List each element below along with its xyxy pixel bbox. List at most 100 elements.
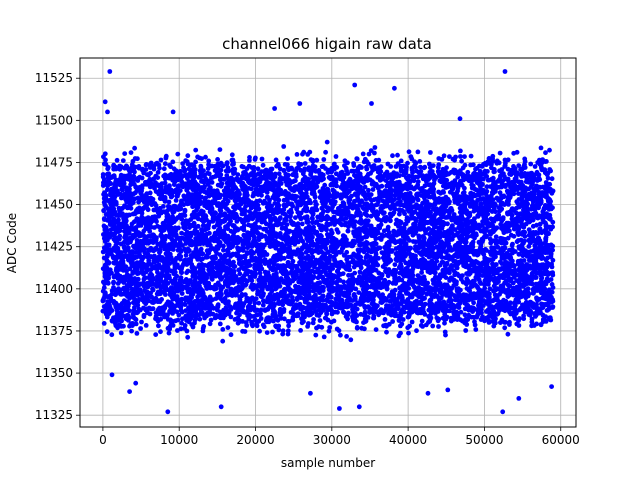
data-point [240,219,245,225]
data-point [241,225,246,231]
data-point [188,253,194,258]
data-point [289,201,295,207]
data-point [234,219,240,224]
data-point [253,296,259,302]
data-point [264,252,270,257]
data-point [542,228,547,234]
scatter-points [100,69,556,415]
data-point [184,262,190,267]
data-point [260,302,266,308]
data-point [281,197,287,203]
data-point [345,228,351,234]
data-point [504,265,509,271]
data-point [145,195,151,201]
data-point [386,279,392,285]
data-point [306,238,312,244]
data-point [393,281,399,286]
data-point [446,241,451,247]
data-point [402,211,407,217]
data-point [386,249,391,255]
data-point [447,289,453,294]
data-point [352,294,358,300]
data-point [173,198,179,203]
data-point [100,298,106,304]
data-point [442,204,448,210]
data-point [451,258,456,264]
data-point [354,277,360,283]
data-point [545,255,550,261]
data-point [450,226,456,231]
data-point [393,246,399,252]
data-point [460,190,466,196]
data-point [424,291,430,297]
data-point [294,194,300,200]
data-point [328,228,334,233]
data-point [484,184,490,190]
data-point [294,205,300,211]
data-point [317,189,323,195]
data-point [100,183,106,188]
data-point [441,273,447,279]
data-point [297,214,303,220]
data-point [373,236,379,242]
data-point [335,206,341,211]
data-point [182,213,188,218]
data-point [207,187,213,193]
data-point [334,183,339,189]
data-point [468,191,473,196]
data-point [442,282,448,288]
data-point [262,233,268,239]
data-point [284,222,290,228]
data-point [376,255,381,261]
data-point [273,286,278,291]
data-point [262,308,268,313]
data-point [295,209,301,215]
data-point [111,280,116,286]
data-point [444,260,450,266]
data-point [120,266,126,272]
data-point [411,239,416,244]
data-point [444,177,450,183]
data-point [252,307,258,312]
data-point [249,254,255,260]
data-point [166,199,172,205]
data-point [446,208,452,214]
data-point [464,286,470,291]
data-point [494,280,500,285]
data-point [185,295,191,301]
data-point [123,235,129,241]
chart-title: channel066 higain raw data [222,35,432,53]
data-point [343,216,349,221]
data-point [293,215,298,221]
data-point [422,282,428,288]
data-point [212,211,218,216]
data-point [331,177,337,183]
data-point [215,222,221,228]
data-point [516,191,521,197]
data-point [132,196,138,202]
data-point [365,218,371,224]
data-point [260,218,265,224]
data-point [324,232,330,237]
data-point [222,217,227,223]
data-point [549,264,555,270]
data-point [421,239,427,244]
data-point [147,190,153,196]
data-point [476,206,482,212]
data-point [141,276,147,282]
data-point [203,195,209,201]
data-point [378,299,384,305]
data-point [226,209,232,214]
data-point [113,292,118,298]
data-point [202,263,208,268]
data-point [450,254,456,260]
data-point [427,231,432,237]
data-point [321,208,326,214]
data-point [332,257,337,263]
data-point [343,184,348,190]
data-point [436,189,441,195]
data-point [451,283,457,288]
data-point [207,247,213,253]
data-point [530,223,536,229]
